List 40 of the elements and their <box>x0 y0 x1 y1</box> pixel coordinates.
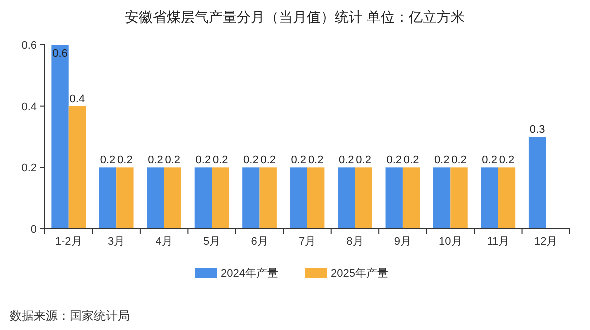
y-tick-label: 0.6 <box>22 40 37 52</box>
data-label: 0.2 <box>404 154 420 167</box>
x-tick-label: 3月 <box>108 236 126 248</box>
x-tick-label: 5月 <box>203 236 221 248</box>
data-label: 0.2 <box>291 154 307 167</box>
data-label: 0.2 <box>165 154 181 167</box>
x-tick-label: 4月 <box>156 236 173 248</box>
data-label: 0.4 <box>70 93 86 106</box>
data-label: 0.2 <box>434 154 450 167</box>
data-label: 0.2 <box>212 154 228 167</box>
data-label: 0.2 <box>338 154 354 167</box>
data-label: 0.2 <box>499 154 515 167</box>
data-label: 0.2 <box>100 154 116 167</box>
x-tick-label: 6月 <box>251 236 268 248</box>
data-label: 0.2 <box>148 154 164 167</box>
x-tick-label: 11月 <box>487 236 510 248</box>
source-note: 数据来源：国家统计局 <box>10 309 130 323</box>
y-tick-label: 0 <box>30 224 37 236</box>
legend-label: 2025年产量 <box>331 267 388 280</box>
y-tick-label: 0.2 <box>22 162 37 175</box>
data-label: 0.6 <box>52 48 68 60</box>
data-label: 0.2 <box>452 154 467 167</box>
data-label: 0.2 <box>356 154 372 167</box>
x-tick-label: 9月 <box>394 236 412 248</box>
data-label: 0.2 <box>386 154 402 167</box>
data-label: 0.3 <box>530 124 546 136</box>
data-label: 0.2 <box>482 154 498 167</box>
x-tick-label: 8月 <box>346 236 364 248</box>
x-tick-label: 10月 <box>439 236 462 248</box>
x-tick-label: 12月 <box>534 236 558 248</box>
data-label: 0.2 <box>260 154 276 167</box>
legend-label: 2024年产量 <box>221 267 278 280</box>
y-tick-label: 0.4 <box>22 101 37 114</box>
x-tick-label: 7月 <box>298 236 316 248</box>
data-label: 0.2 <box>118 154 133 167</box>
data-label: 0.2 <box>196 154 212 167</box>
data-label: 0.2 <box>244 154 259 167</box>
title: 安徽省煤层气产量分月（当月值）统计 单位：亿立方米 <box>125 9 465 25</box>
x-tick-label: 1-2月 <box>55 236 82 248</box>
data-label: 0.2 <box>308 154 324 167</box>
